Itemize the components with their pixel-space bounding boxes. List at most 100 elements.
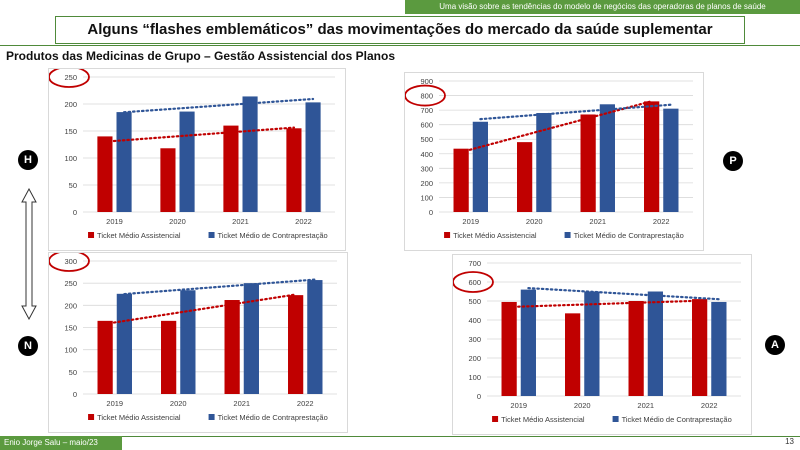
legend-swatch [88, 414, 95, 420]
y-tick-label: 200 [64, 301, 77, 310]
highlight-circle [405, 84, 446, 107]
legend-label: Ticket Médio de Contraprestação [218, 413, 328, 422]
bar-contraprestacao [520, 289, 536, 396]
chart-p: 0 100 200 300 400 500 600 700 800 900 2019 2020 2021… [404, 72, 704, 251]
footer: Enio Jorge Salu – maio/23 13 [0, 436, 800, 450]
highlight-circle [49, 69, 90, 88]
slide-subtitle: Produtos das Medicinas de Grupo – Gestão… [6, 49, 395, 63]
x-tick-label: 2021 [589, 217, 606, 226]
trendline-contraprestacao [527, 286, 720, 301]
legend-swatch [208, 414, 215, 420]
bar-contraprestacao [599, 104, 615, 212]
chart-svg-p: 0 100 200 300 400 500 600 700 800 900 2019 2020 2021… [405, 77, 693, 240]
page-number: 13 [785, 437, 794, 446]
legend-swatch [208, 232, 215, 238]
y-tick-label: 100 [468, 373, 481, 382]
bar-assistencial [223, 125, 239, 212]
bar-contraprestacao [647, 291, 663, 396]
trendline-assistencial [460, 100, 653, 154]
legend-swatch [88, 232, 95, 238]
chart-svg-a: 0 100 200 300 400 500 600 700 2019 2020 2021 2022 Ti… [453, 259, 741, 424]
y-tick-label: 0 [477, 392, 481, 401]
bar-contraprestacao [242, 96, 258, 212]
trendline-assistencial [508, 299, 701, 309]
bar-contraprestacao [536, 113, 552, 212]
y-tick-label: 250 [64, 73, 77, 82]
y-tick-label: 500 [420, 135, 433, 144]
legend-label: Ticket Médio Assistencial [501, 415, 585, 424]
x-tick-label: 2020 [526, 217, 543, 226]
bar-contraprestacao [711, 301, 727, 396]
bar-assistencial [517, 142, 533, 212]
chart-h: 0 50 100 150 200 250 2019 2020 2021 2022 Ticket Mé… [48, 68, 346, 251]
badge-h: H [18, 150, 38, 170]
y-tick-label: 0 [73, 390, 77, 399]
legend-label: Ticket Médio Assistencial [97, 413, 181, 422]
legend-label: Ticket Médio de Contraprestação [218, 231, 328, 240]
x-tick-label: 2019 [462, 217, 479, 226]
legend-label: Ticket Médio Assistencial [453, 231, 537, 240]
y-tick-label: 150 [64, 127, 77, 136]
bar-assistencial [453, 148, 469, 212]
y-tick-label: 400 [420, 150, 433, 159]
bar-assistencial [160, 148, 176, 212]
y-tick-label: 600 [468, 278, 481, 287]
bar-assistencial [97, 136, 113, 212]
trendline-contraprestacao [479, 103, 672, 121]
y-tick-label: 700 [420, 106, 433, 115]
bar-contraprestacao [472, 121, 488, 212]
y-tick-label: 200 [468, 354, 481, 363]
chart-svg-n: 0 50 100 150 200 250 300 2019 2020 2021 2022 Ticket… [49, 253, 337, 422]
legend-swatch [612, 416, 619, 422]
bar-assistencial [580, 114, 596, 212]
y-tick-label: 700 [468, 259, 481, 268]
trendline-contraprestacao [122, 97, 315, 114]
title-box: Alguns “flashes emblemáticos” das movime… [55, 16, 745, 44]
legend-label: Ticket Médio de Contraprestação [622, 415, 732, 424]
y-tick-label: 100 [64, 154, 77, 163]
y-tick-label: 800 [420, 92, 433, 101]
header-divider [0, 45, 800, 46]
bar-contraprestacao [116, 112, 132, 212]
y-tick-label: 100 [64, 346, 77, 355]
x-tick-label: 2021 [232, 217, 249, 226]
bar-assistencial [288, 295, 304, 394]
bar-contraprestacao [305, 102, 321, 212]
bar-contraprestacao [307, 280, 323, 394]
y-tick-label: 150 [64, 324, 77, 333]
top-banner: Uma visão sobre as tendências do modelo … [405, 0, 800, 14]
footer-author: Enio Jorge Salu – maio/23 [0, 436, 122, 450]
legend-swatch [492, 416, 499, 422]
y-tick-label: 100 [420, 193, 433, 202]
legend-label: Ticket Médio Assistencial [97, 231, 181, 240]
x-tick-label: 2020 [169, 217, 186, 226]
trendline-contraprestacao [123, 278, 316, 296]
bar-contraprestacao [584, 291, 600, 396]
bar-assistencial [644, 101, 660, 212]
x-tick-label: 2022 [297, 399, 314, 408]
chart-svg-h: 0 50 100 150 200 250 2019 2020 2021 2022 Ticket Mé… [49, 69, 335, 240]
bar-assistencial [286, 128, 302, 212]
bar-contraprestacao [179, 111, 195, 212]
x-tick-label: 2020 [170, 399, 187, 408]
footer-line [122, 436, 800, 437]
y-tick-label: 900 [420, 77, 433, 86]
y-tick-label: 0 [429, 208, 433, 217]
x-tick-label: 2022 [653, 217, 670, 226]
bar-contraprestacao [663, 108, 679, 212]
x-tick-label: 2019 [106, 399, 123, 408]
y-tick-label: 50 [69, 181, 77, 190]
legend-label: Ticket Médio de Contraprestação [574, 231, 684, 240]
bar-assistencial [565, 313, 581, 396]
slide-title: Alguns “flashes emblemáticos” das movime… [87, 21, 713, 38]
x-tick-label: 2019 [510, 401, 527, 410]
legend-swatch [444, 232, 451, 238]
trendline-assistencial [104, 293, 297, 326]
y-tick-label: 250 [64, 279, 77, 288]
bar-assistencial [224, 300, 240, 394]
x-tick-label: 2022 [701, 401, 718, 410]
y-tick-label: 400 [468, 316, 481, 325]
x-tick-label: 2019 [106, 217, 123, 226]
bar-assistencial [501, 301, 517, 396]
badge-a: A [765, 335, 785, 355]
